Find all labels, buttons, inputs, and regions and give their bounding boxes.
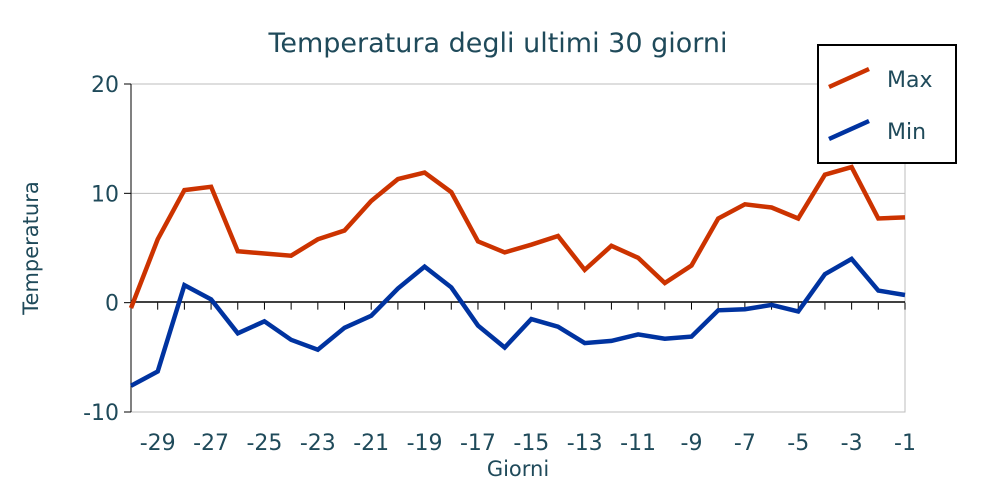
x-tick-label: -27 (193, 431, 229, 456)
x-tick-label: -9 (681, 431, 703, 456)
x-tick-label: -29 (140, 431, 176, 456)
legend: Max Min (817, 44, 957, 164)
x-axis-label: Giorni (487, 457, 549, 481)
x-tick-label: -23 (300, 431, 336, 456)
x-tick-label: -3 (841, 431, 863, 456)
y-tick-label: 20 (91, 73, 119, 98)
y-axis-label: Temperatura (19, 181, 43, 315)
x-tick-label: -1 (894, 431, 916, 456)
x-tick-label: -17 (460, 431, 496, 456)
x-tick-label: -21 (353, 431, 389, 456)
legend-label-min: Min (887, 120, 926, 145)
y-tick-labels: 20 10 0 -10 (83, 73, 119, 426)
legend-swatch-max (828, 66, 870, 90)
grid-lines (124, 83, 905, 413)
x-axis-ticks (130, 302, 906, 310)
x-tick-labels: -29 -27 -25 -23 -21 -19 -17 -15 -13 -11 -9 -7 -5 -3 -1 (140, 431, 916, 456)
legend-label-max: Max (887, 68, 932, 93)
series-lines (128, 164, 906, 388)
series-line-min (129, 256, 906, 388)
legend-swatch-min (828, 118, 870, 142)
x-tick-label: -19 (407, 431, 443, 456)
chart-title: Temperatura degli ultimi 30 giorni (267, 28, 727, 59)
plot-area (124, 83, 906, 413)
x-tick-label: -25 (246, 431, 282, 456)
y-tick-label: -10 (83, 401, 119, 426)
x-tick-label: -13 (567, 431, 603, 456)
y-tick-label: 0 (105, 292, 119, 317)
legend-box (817, 44, 957, 164)
x-tick-label: -7 (734, 431, 756, 456)
y-tick-label: 10 (91, 182, 119, 207)
x-tick-label: -15 (513, 431, 549, 456)
x-tick-label: -5 (787, 431, 809, 456)
series-line-max (128, 164, 906, 309)
x-tick-label: -11 (620, 431, 656, 456)
